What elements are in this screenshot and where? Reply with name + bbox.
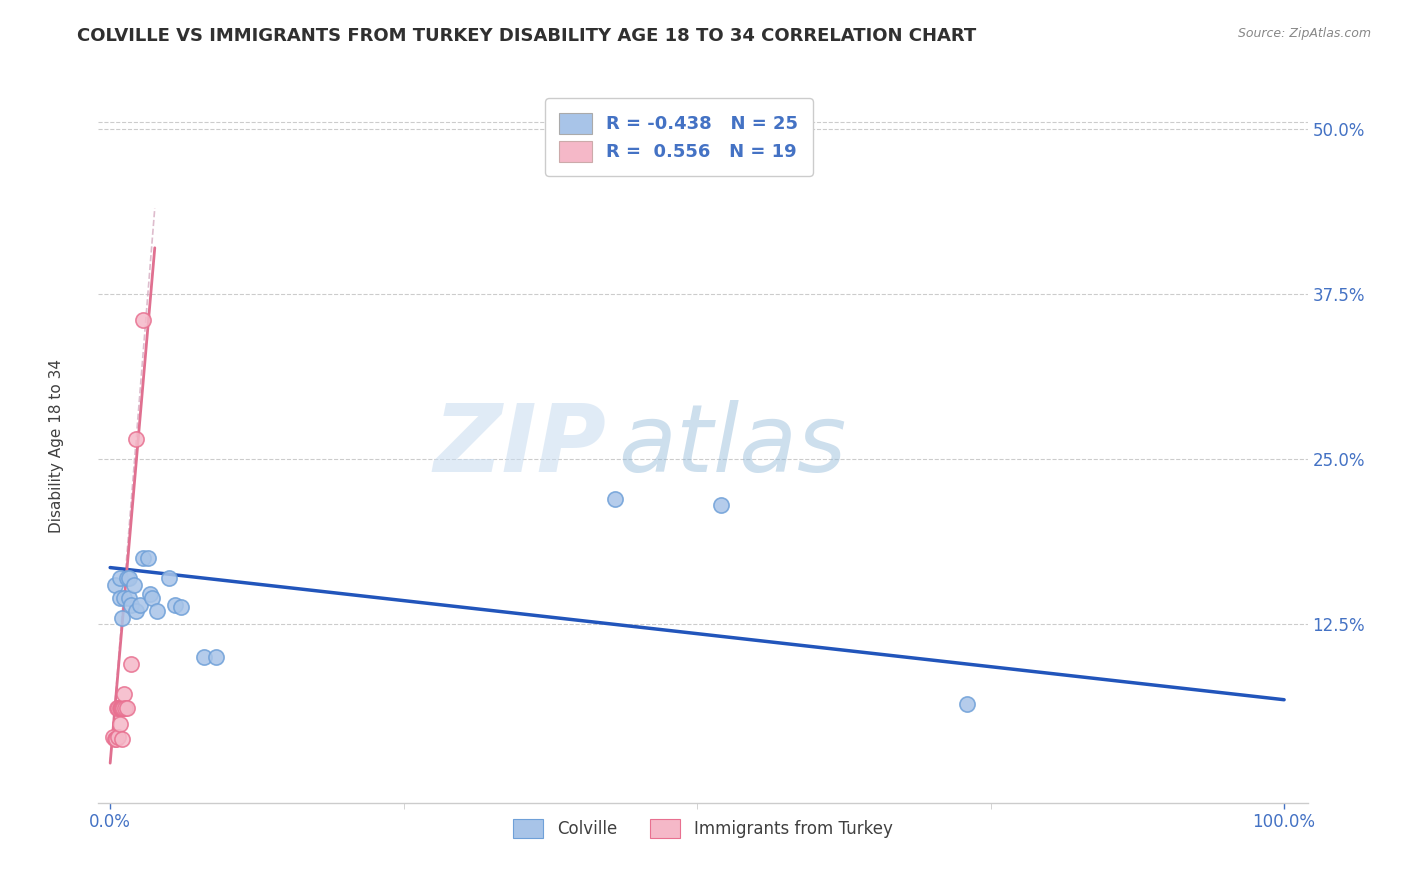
Point — [108, 716, 131, 731]
Point — [118, 571, 141, 585]
Point — [956, 697, 979, 711]
Point — [120, 598, 142, 612]
Point — [139, 587, 162, 601]
Point — [163, 598, 186, 612]
Point — [132, 551, 155, 566]
Point — [114, 700, 136, 714]
Point — [110, 700, 132, 714]
Point — [111, 700, 134, 714]
Point — [107, 730, 129, 744]
Point — [111, 611, 134, 625]
Point — [710, 499, 733, 513]
Point — [110, 700, 132, 714]
Point — [108, 700, 131, 714]
Point — [118, 591, 141, 605]
Point — [105, 700, 128, 714]
Point — [107, 700, 129, 714]
Point — [122, 578, 145, 592]
Point — [603, 491, 626, 506]
Point — [108, 591, 131, 605]
Point — [136, 551, 159, 566]
Point — [193, 650, 215, 665]
Point — [125, 433, 148, 447]
Point — [112, 700, 135, 714]
Point — [104, 732, 127, 747]
Point — [111, 732, 134, 747]
Text: atlas: atlas — [619, 401, 846, 491]
Point — [146, 604, 169, 618]
Point — [115, 700, 138, 714]
Point — [112, 591, 135, 605]
Text: COLVILLE VS IMMIGRANTS FROM TURKEY DISABILITY AGE 18 TO 34 CORRELATION CHART: COLVILLE VS IMMIGRANTS FROM TURKEY DISAB… — [77, 27, 977, 45]
Point — [157, 571, 180, 585]
Text: Disability Age 18 to 34: Disability Age 18 to 34 — [49, 359, 63, 533]
Text: ZIP: ZIP — [433, 400, 606, 492]
Point — [125, 604, 148, 618]
Point — [120, 657, 142, 671]
Point — [105, 732, 128, 747]
Point — [128, 598, 150, 612]
Point — [169, 600, 191, 615]
Point — [112, 688, 135, 702]
Point — [204, 650, 226, 665]
Legend: Colville, Immigrants from Turkey: Colville, Immigrants from Turkey — [506, 812, 900, 845]
Text: Source: ZipAtlas.com: Source: ZipAtlas.com — [1237, 27, 1371, 40]
Point — [104, 578, 127, 592]
Point — [108, 571, 131, 585]
Point — [141, 591, 163, 605]
Point — [115, 571, 138, 585]
Point — [132, 313, 155, 327]
Point — [101, 730, 124, 744]
